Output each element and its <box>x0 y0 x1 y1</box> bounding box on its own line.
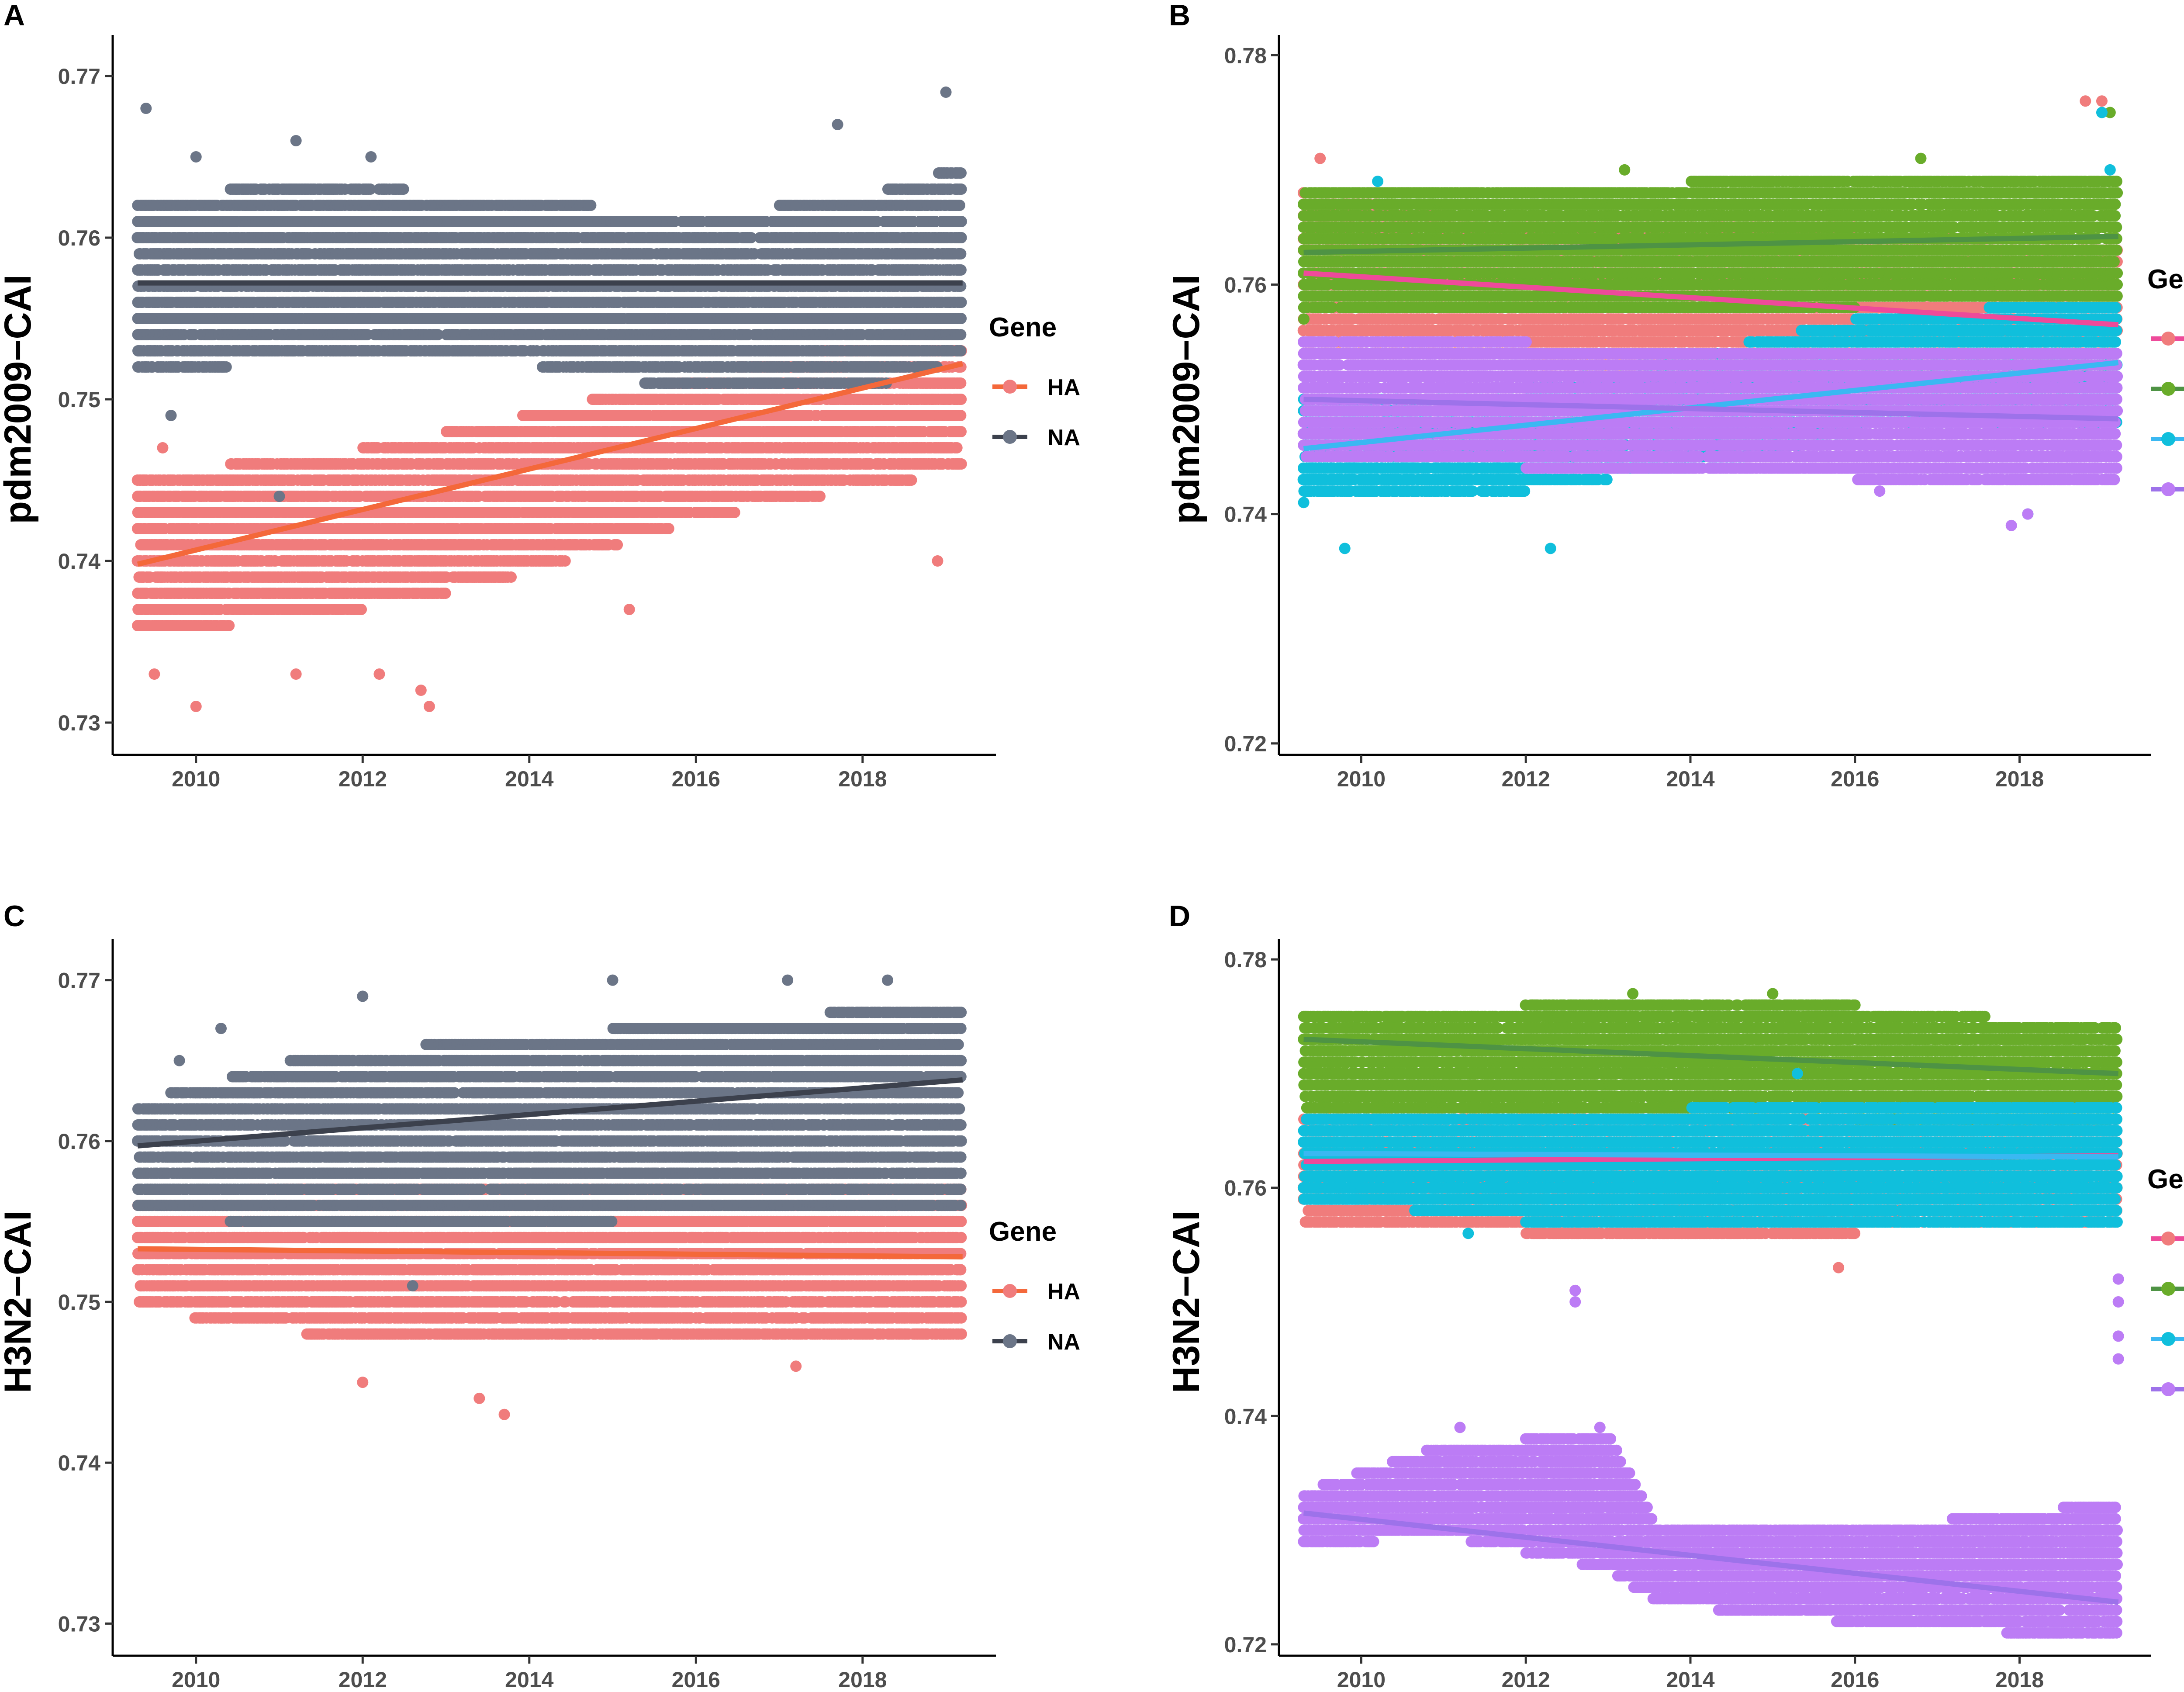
y-axis-title: pdm2009−CAI <box>0 274 39 524</box>
figure: Apdm2009−CAI0.730.740.750.760.772010 2012… <box>0 0 2184 1692</box>
data-points <box>131 87 967 712</box>
data-point <box>223 620 235 631</box>
data-point <box>356 604 367 615</box>
panel-label: A <box>3 0 25 32</box>
